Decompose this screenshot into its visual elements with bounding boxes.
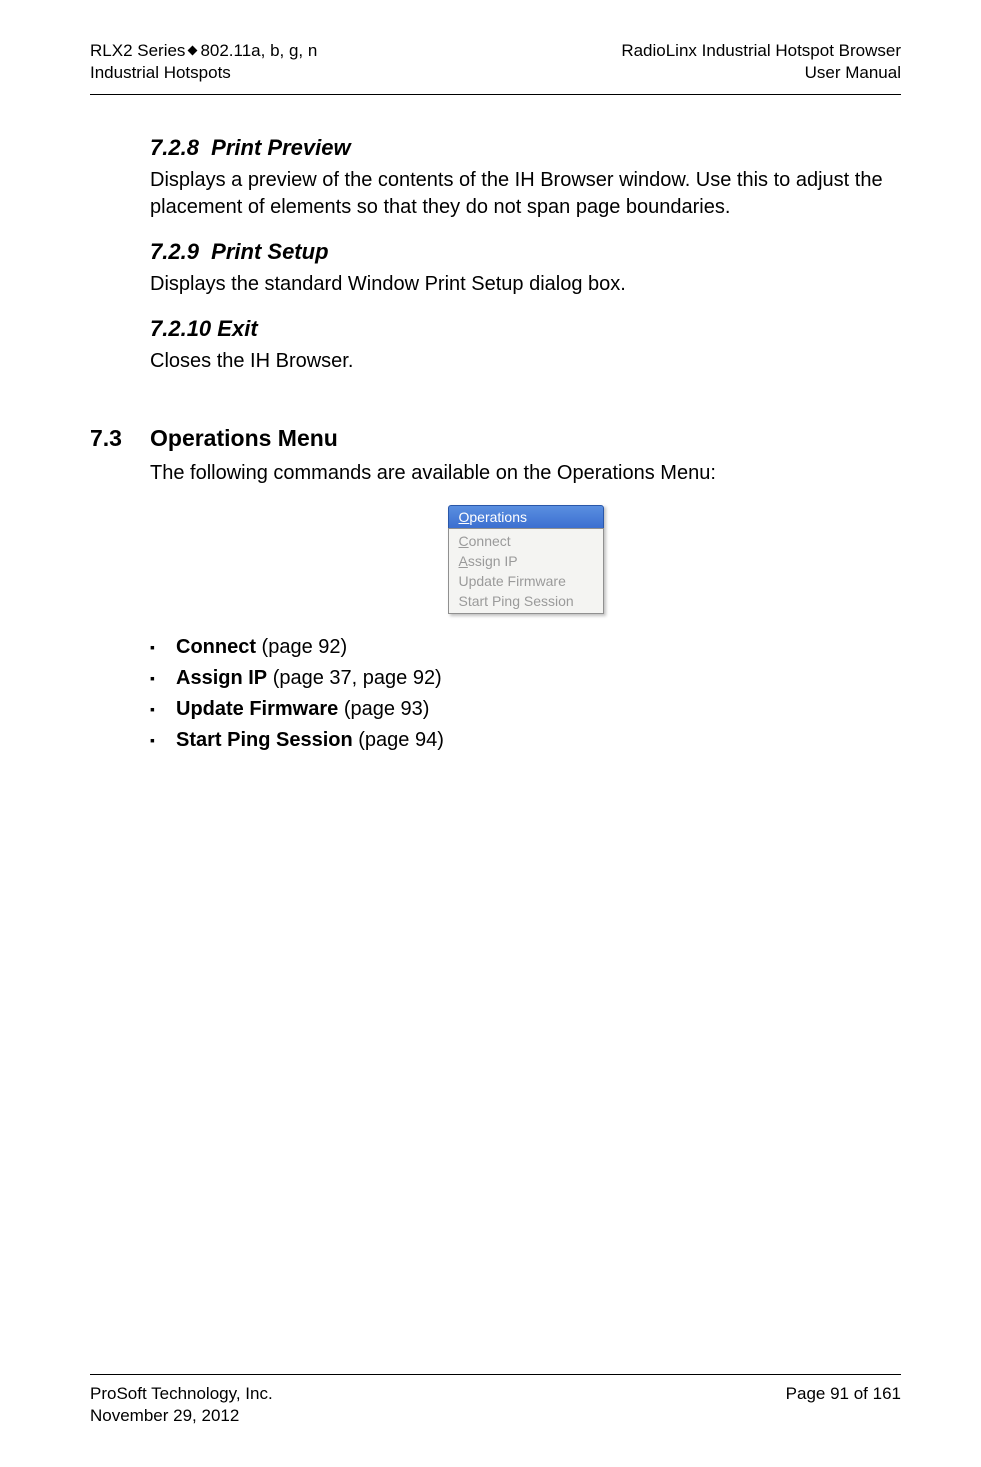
- list-item: Assign IP (page 37, page 92): [176, 663, 901, 694]
- list-item-bold: Assign IP: [176, 667, 267, 689]
- menu-title-operations[interactable]: Operations: [448, 505, 604, 528]
- menu-item-mnemonic: A: [459, 553, 468, 569]
- para-exit: Closes the IH Browser.: [150, 348, 901, 375]
- para-print-setup: Displays the standard Window Print Setup…: [150, 271, 901, 298]
- menu-item-assign-ip[interactable]: Assign IP: [451, 551, 601, 571]
- heading-print-setup: 7.2.9 Print Setup: [150, 239, 901, 265]
- footer-date: November 29, 2012: [90, 1405, 273, 1427]
- header-left-line2: Industrial Hotspots: [90, 62, 317, 84]
- list-item-rest: (page 93): [338, 698, 429, 720]
- list-item-bold: Start Ping Session: [176, 729, 353, 751]
- heading-title: Operations Menu: [150, 425, 338, 452]
- ops-content: The following commands are available on …: [90, 460, 901, 756]
- content-body: 7.2.8 Print Preview Displays a preview o…: [90, 135, 901, 375]
- menu-title-rest: perations: [469, 509, 527, 525]
- heading-title: Print Setup: [211, 239, 328, 264]
- command-list: Connect (page 92) Assign IP (page 37, pa…: [150, 632, 901, 756]
- menu-body: Connect Assign IP Update Firmware Start …: [448, 528, 604, 614]
- page-header: RLX2 Series 802.11a, b, g, n Industrial H…: [90, 40, 901, 95]
- heading-num: 7.2.10: [150, 316, 211, 341]
- header-left: RLX2 Series 802.11a, b, g, n Industrial H…: [90, 40, 317, 84]
- list-item-rest: (page 94): [353, 729, 444, 751]
- list-item: Connect (page 92): [176, 632, 901, 663]
- footer-company: ProSoft Technology, Inc.: [90, 1383, 273, 1405]
- menu-item-update-firmware[interactable]: Update Firmware: [451, 571, 601, 591]
- list-item: Update Firmware (page 93): [176, 694, 901, 725]
- footer-left: ProSoft Technology, Inc. November 29, 20…: [90, 1383, 273, 1427]
- para-ops-intro: The following commands are available on …: [150, 460, 901, 487]
- header-right-line1: RadioLinx Industrial Hotspot Browser: [621, 40, 901, 62]
- list-item-rest: (page 92): [256, 636, 347, 658]
- menu-title-mnemonic: O: [459, 509, 470, 525]
- heading-print-preview: 7.2.8 Print Preview: [150, 135, 901, 161]
- footer-right: Page 91 of 161: [786, 1383, 901, 1427]
- operations-menu-screenshot: Operations Connect Assign IP Update Firm…: [150, 505, 901, 614]
- list-item: Start Ping Session (page 94): [176, 725, 901, 756]
- list-item-bold: Connect: [176, 636, 256, 658]
- menu-item-connect[interactable]: Connect: [451, 531, 601, 551]
- page-footer: ProSoft Technology, Inc. November 29, 20…: [90, 1374, 901, 1427]
- menu-item-label: onnect: [469, 533, 511, 549]
- heading-title: Print Preview: [211, 135, 350, 160]
- heading-exit: 7.2.10 Exit: [150, 316, 901, 342]
- heading-operations-menu: 7.3 Operations Menu: [90, 425, 901, 452]
- footer-page-number: Page 91 of 161: [786, 1383, 901, 1405]
- operations-menu: Operations Connect Assign IP Update Firm…: [448, 505, 604, 614]
- header-left-line1: RLX2 Series 802.11a, b, g, n: [90, 40, 317, 62]
- diamond-icon: [188, 45, 198, 55]
- list-item-rest: (page 37, page 92): [267, 667, 442, 689]
- heading-num: 7.2.8: [150, 135, 199, 160]
- heading-num: 7.2.9: [150, 239, 199, 264]
- heading-num: 7.3: [90, 425, 150, 452]
- menu-item-label: ssign IP: [468, 553, 518, 569]
- product-spec: 802.11a, b, g, n: [200, 41, 317, 60]
- para-print-preview: Displays a preview of the contents of th…: [150, 167, 901, 221]
- menu-item-label: Start Ping Session: [459, 593, 574, 609]
- menu-item-label: Update Firmware: [459, 573, 566, 589]
- menu-item-mnemonic: C: [459, 533, 469, 549]
- page: RLX2 Series 802.11a, b, g, n Industrial H…: [0, 0, 981, 1467]
- header-right-line2: User Manual: [621, 62, 901, 84]
- list-item-bold: Update Firmware: [176, 698, 338, 720]
- menu-item-start-ping-session[interactable]: Start Ping Session: [451, 591, 601, 611]
- product-series: RLX2 Series: [90, 41, 185, 60]
- header-right: RadioLinx Industrial Hotspot Browser Use…: [621, 40, 901, 84]
- heading-title: Exit: [217, 316, 257, 341]
